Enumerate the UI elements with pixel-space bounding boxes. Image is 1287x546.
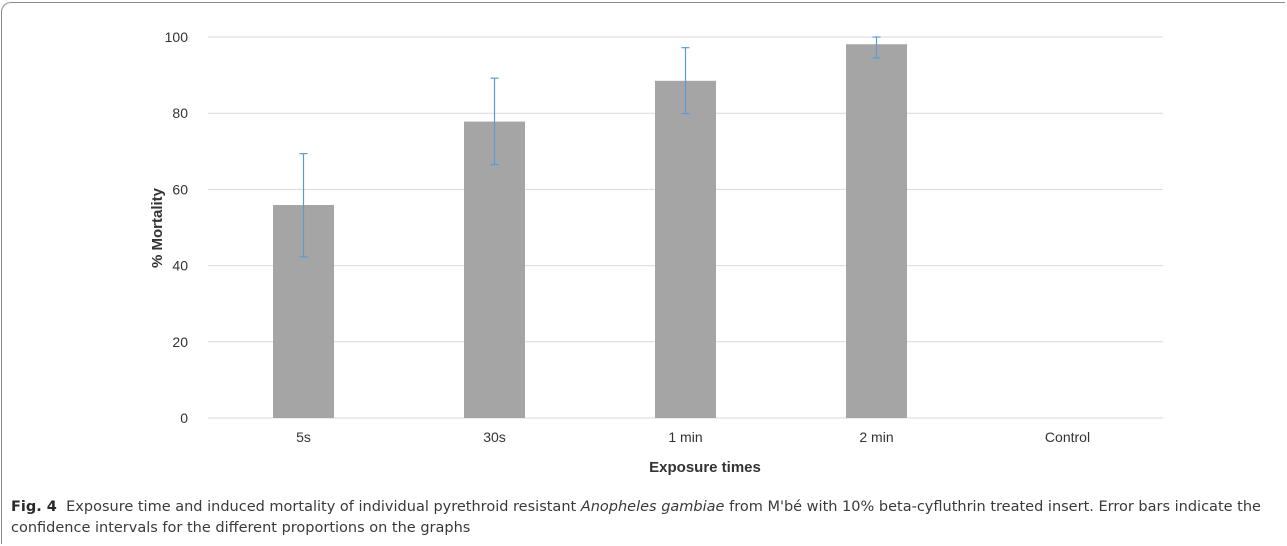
bar [655,80,716,418]
y-tick-label: 20 [172,334,188,350]
y-tick-label: 80 [172,105,188,121]
caption-text-end: from M'bé with 10% beta-cyfluthrin treat… [11,499,1261,536]
x-tick-labels: 5s 30s 1 min 2 min Control [296,429,1090,445]
y-tick-label: 0 [180,410,188,426]
y-tick-labels: 0 20 40 60 80 100 [165,29,189,426]
error-bars [299,36,881,258]
x-tick-label: 1 min [668,429,702,445]
bars [273,44,907,418]
caption-species: Anopheles gambiae [580,499,725,515]
x-tick-label: 30s [483,429,506,445]
bar-chart: 0 20 40 60 80 100 5s 30s 1 min 2 min Control Expo… [149,29,1163,476]
bar [464,121,525,418]
y-axis-label: % Mortality [149,187,166,268]
bar [846,44,907,418]
x-axis-label: Exposure times [649,459,761,476]
x-tick-label: 2 min [859,429,893,445]
y-tick-label: 40 [172,258,188,274]
figure-label: Fig. 4 [11,499,57,515]
x-tick-label: Control [1045,429,1090,445]
y-tick-label: 100 [165,29,189,45]
figure-caption: Fig. 4 Exposure time and induced mortali… [11,497,1281,539]
y-tick-label: 60 [172,181,188,197]
x-tick-label: 5s [296,429,311,445]
caption-text-start: Exposure time and induced mortality of i… [66,499,581,515]
